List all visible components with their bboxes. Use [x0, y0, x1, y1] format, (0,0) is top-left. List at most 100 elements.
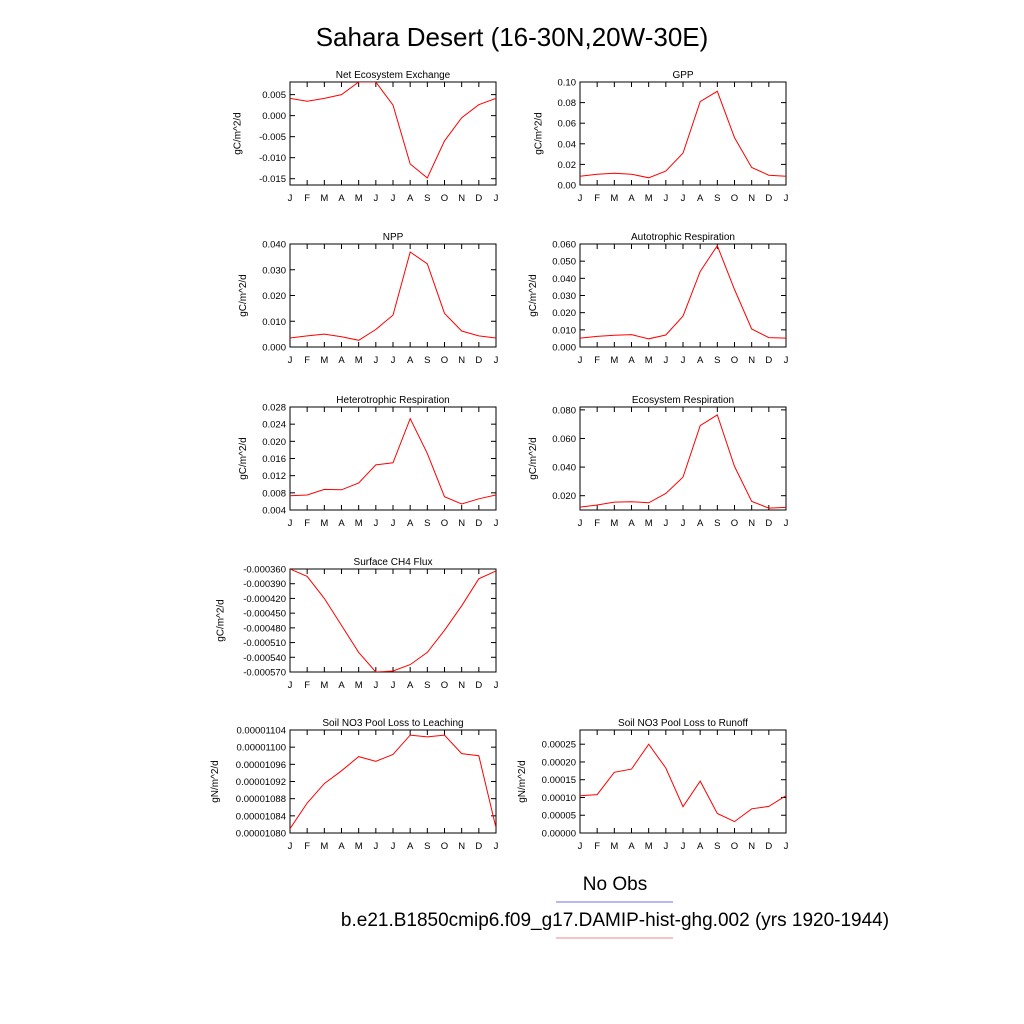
y-axis-label: gC/m^2/d	[216, 599, 227, 642]
x-tick-label: M	[610, 355, 618, 366]
y-tick-label: 0.06	[558, 119, 577, 130]
panel-title: NPP	[383, 232, 404, 243]
panel-title: GPP	[672, 70, 693, 81]
x-tick-label: J	[391, 841, 396, 852]
y-tick-label: 0.060	[552, 240, 576, 251]
panel-title: Surface CH4 Flux	[354, 557, 433, 568]
y-tick-label: 0.004	[262, 506, 286, 517]
y-tick-label: 0.020	[262, 437, 286, 448]
legend-label-model: b.e21.B1850cmip6.f09_g17.DAMIP-hist-ghg.…	[341, 910, 889, 931]
x-tick-label: A	[338, 680, 345, 691]
x-tick-label: J	[784, 841, 789, 852]
y-tick-label: 0.00015	[542, 775, 576, 786]
y-tick-label: 0.00001096	[236, 760, 286, 771]
y-tick-label: 0.00001104	[237, 726, 287, 737]
panel-title: Soil NO3 Pool Loss to Leaching	[322, 718, 463, 729]
x-tick-label: S	[424, 841, 430, 852]
x-tick-label: J	[578, 841, 583, 852]
x-tick-label: J	[494, 193, 499, 204]
panel-title: Ecosystem Respiration	[632, 395, 734, 406]
x-tick-label: O	[441, 518, 448, 529]
y-tick-label: 0.00010	[542, 793, 576, 804]
x-tick-label: J	[663, 841, 668, 852]
y-axis-label: gC/m^2/d	[534, 112, 545, 155]
x-tick-label: A	[338, 193, 345, 204]
y-axis-label: gN/m^2/d	[517, 760, 528, 803]
y-tick-label: 0.02	[558, 160, 577, 171]
x-tick-label: S	[424, 680, 430, 691]
x-tick-label: D	[765, 841, 772, 852]
y-tick-label: 0.024	[262, 420, 286, 431]
y-tick-label: 0.030	[552, 291, 576, 302]
x-tick-label: A	[407, 518, 414, 529]
x-tick-label: J	[663, 518, 668, 529]
y-tick-label: 0.10	[558, 78, 577, 89]
x-tick-label: A	[338, 841, 345, 852]
series-line	[580, 414, 786, 509]
y-axis-label: gC/m^2/d	[528, 274, 539, 317]
x-tick-label: J	[391, 518, 396, 529]
x-tick-label: A	[628, 355, 635, 366]
y-tick-label: 0.000	[262, 343, 286, 354]
x-tick-label: A	[697, 518, 704, 529]
x-tick-label: J	[288, 518, 293, 529]
x-tick-label: A	[628, 841, 635, 852]
x-tick-label: O	[441, 193, 448, 204]
y-tick-label: -0.000480	[243, 623, 286, 634]
x-tick-label: A	[407, 841, 414, 852]
x-tick-label: M	[610, 841, 618, 852]
x-tick-label: J	[373, 355, 378, 366]
y-tick-label: 0.00	[558, 181, 577, 192]
series-line	[580, 90, 786, 179]
x-tick-label: J	[373, 518, 378, 529]
x-tick-label: S	[424, 355, 430, 366]
x-tick-label: D	[475, 193, 482, 204]
x-tick-label: J	[288, 841, 293, 852]
x-tick-label: J	[373, 193, 378, 204]
y-tick-label: 0.00000	[542, 829, 576, 840]
x-tick-label: F	[304, 355, 310, 366]
x-tick-label: A	[697, 841, 704, 852]
x-tick-label: J	[391, 355, 396, 366]
x-tick-label: J	[494, 680, 499, 691]
x-tick-label: A	[697, 193, 704, 204]
y-axis-label: gC/m^2/d	[528, 437, 539, 480]
y-tick-label: 0.00020	[542, 757, 576, 768]
x-tick-label: J	[373, 680, 378, 691]
legend: No Obs b.e21.B1850cmip6.f09_g17.DAMIP-hi…	[341, 874, 889, 939]
y-tick-label: 0.040	[552, 463, 576, 474]
x-tick-label: J	[663, 193, 668, 204]
x-tick-label: M	[320, 355, 328, 366]
y-axis-label: gC/m^2/d	[232, 112, 243, 155]
x-tick-label: A	[628, 193, 635, 204]
y-tick-label: 0.00001100	[237, 743, 287, 754]
y-tick-label: 0.08	[558, 98, 577, 109]
x-tick-label: J	[681, 518, 686, 529]
x-tick-label: D	[475, 680, 482, 691]
x-tick-label: M	[320, 680, 328, 691]
x-tick-label: A	[338, 355, 345, 366]
y-tick-label: 0.060	[552, 434, 576, 445]
x-tick-label: J	[784, 193, 789, 204]
x-tick-label: J	[494, 355, 499, 366]
x-tick-label: A	[407, 355, 414, 366]
x-tick-label: O	[731, 355, 738, 366]
series-line	[290, 417, 496, 505]
x-tick-label: A	[628, 518, 635, 529]
x-tick-label: J	[681, 193, 686, 204]
x-tick-label: A	[407, 193, 414, 204]
x-tick-label: M	[355, 355, 363, 366]
x-tick-label: D	[765, 193, 772, 204]
x-tick-label: N	[748, 355, 755, 366]
x-tick-label: F	[304, 518, 310, 529]
y-tick-label: -0.005	[259, 132, 286, 143]
x-tick-label: J	[681, 841, 686, 852]
y-tick-label: 0.00001092	[236, 777, 286, 788]
x-tick-label: J	[494, 518, 499, 529]
y-tick-label: 0.008	[262, 488, 286, 499]
x-tick-label: D	[475, 841, 482, 852]
